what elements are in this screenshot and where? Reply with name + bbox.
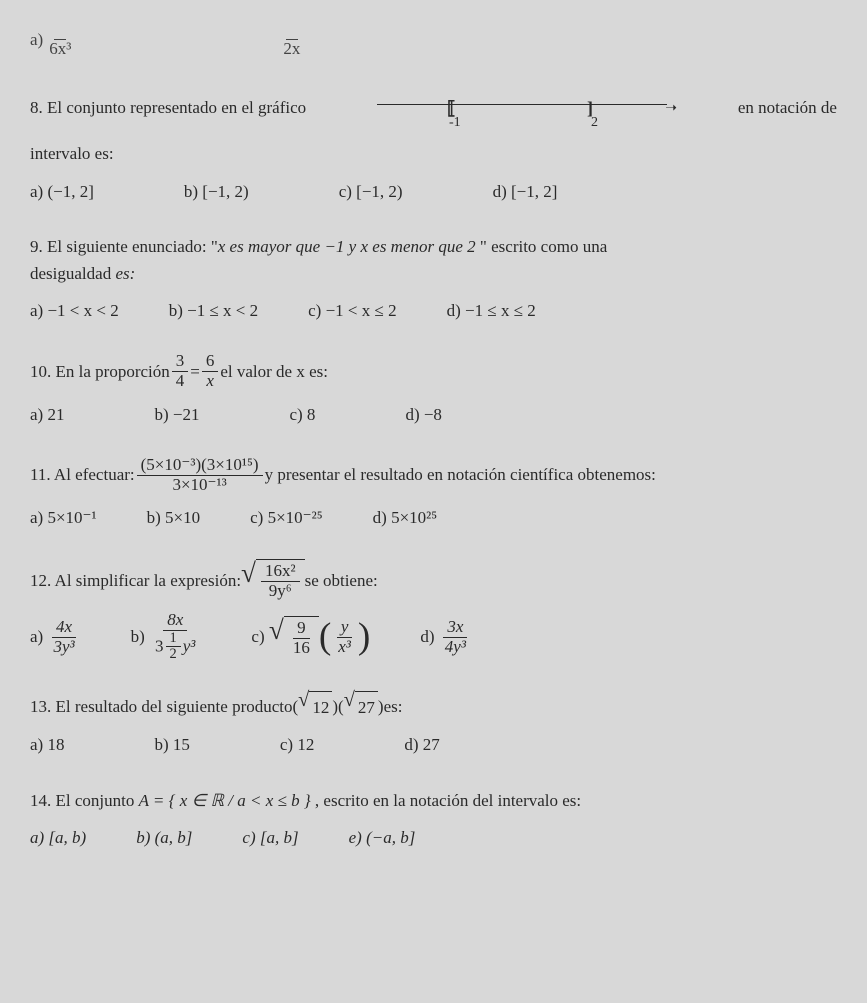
q13-opt-c: c) 12 <box>280 731 314 758</box>
frag-a: a) 6x³ <box>30 20 77 58</box>
q14-pre: 14. El conjunto <box>30 791 139 810</box>
question-9: 9. El siguiente enunciado: "x es mayor q… <box>30 233 837 287</box>
q8-text-b: en notación de <box>738 94 837 121</box>
q8-opt-c: c) [−1, 2) <box>339 178 403 205</box>
q12-opt-a: a) 4x 3y³ <box>30 611 81 663</box>
arrow-icon: ➝ <box>665 98 677 120</box>
q14-options: a) [a, b) b) (a, b] c) [a, b] e) (−a, b] <box>30 824 837 851</box>
q10-eq: = <box>190 358 200 385</box>
q11-post: y presentar el resultado en notación cie… <box>265 461 656 488</box>
q10-frac2: 6 x <box>202 352 219 390</box>
q10-opt-a: a) 21 <box>30 401 64 428</box>
q9-opt-d: d) −1 ≤ x ≤ 2 <box>447 297 536 324</box>
q14-opt-c: c) [a, b] <box>242 824 298 851</box>
q9-text-c: desigualdad <box>30 264 115 283</box>
frag-b: 2x <box>277 20 306 58</box>
q14-opt-a: a) [a, b) <box>30 824 86 851</box>
frag-b-den: 2x <box>279 40 304 59</box>
frag-a-den: 6x³ <box>45 40 75 59</box>
numline-label-right: 2 <box>591 112 598 134</box>
q14-post: , escrito en la notación del intervalo e… <box>311 791 582 810</box>
radical-icon: √ <box>298 692 309 722</box>
q10-opt-b: b) −21 <box>154 401 199 428</box>
q10-post: el valor de x es: <box>220 358 328 385</box>
q8-opt-b: b) [−1, 2) <box>184 178 249 205</box>
q12-opt-c: c) √ 9 16 y x³ <box>251 611 370 663</box>
q9-opt-b: b) −1 ≤ x < 2 <box>169 297 258 324</box>
q10-opt-d: d) −8 <box>405 401 442 428</box>
radical-icon: √ <box>269 620 284 661</box>
q9-em2: es: <box>115 264 135 283</box>
numline-label-left: -1 <box>449 112 461 134</box>
q13-opt-a: a) 18 <box>30 731 64 758</box>
q11-opt-d: d) 5×10²⁵ <box>373 504 438 531</box>
number-line: ➝ ⟦ -1 ] 2 <box>377 82 677 132</box>
q13-opt-d: d) 27 <box>404 731 439 758</box>
q8-text-c: intervalo es: <box>30 140 837 167</box>
question-10: 10. En la proporción 3 4 = 6 x el valor … <box>30 352 837 390</box>
q11-frac: (5×10⁻³)(3×10¹⁵) 3×10⁻¹³ <box>137 456 263 494</box>
q8-opt-a: a) (−1, 2] <box>30 178 94 205</box>
radical-icon: √ <box>241 563 256 604</box>
q8-text-a: 8. El conjunto representado en el gráfic… <box>30 94 306 121</box>
q13-opt-b: b) 15 <box>154 731 189 758</box>
frag-a-label: a) <box>30 26 43 53</box>
q13-pre: 13. El resultado del siguiente producto <box>30 693 293 720</box>
q11-options: a) 5×10⁻¹ b) 5×10 c) 5×10⁻²⁵ d) 5×10²⁵ <box>30 504 837 531</box>
question-14: 14. El conjunto A = { x ∈ ℝ / a < x ≤ b … <box>30 787 837 814</box>
q12-pre: 12. Al simplificar la expresión: <box>30 567 241 594</box>
q9-text-a: 9. El siguiente enunciado: " <box>30 237 218 256</box>
q11-pre: 11. Al efectuar: <box>30 461 135 488</box>
frag-a-frac: 6x³ <box>45 20 75 58</box>
q12-opt-d: d) 3x 4y³ <box>420 611 472 663</box>
q13-options: a) 18 b) 15 c) 12 d) 27 <box>30 731 837 758</box>
q9-opt-a: a) −1 < x < 2 <box>30 297 119 324</box>
question-13: 13. El resultado del siguiente producto … <box>30 691 837 721</box>
q14-opt-b: b) (a, b] <box>136 824 192 851</box>
q11-opt-b: b) 5×10 <box>147 504 201 531</box>
q12-opt-b: b) 8x 3 1 2 y³ <box>131 611 202 663</box>
q10-options: a) 21 b) −21 c) 8 d) −8 <box>30 401 837 428</box>
q9-opt-c: c) −1 < x ≤ 2 <box>308 297 396 324</box>
question-12: 12. Al simplificar la expresión: √ 16x² … <box>30 559 837 600</box>
q8-opt-d: d) [−1, 2] <box>493 178 558 205</box>
q9-em: x es mayor que −1 y x es menor que 2 <box>218 237 476 256</box>
q10-frac1: 3 4 <box>172 352 189 390</box>
q11-opt-a: a) 5×10⁻¹ <box>30 504 97 531</box>
q13-post: es: <box>384 693 403 720</box>
q9-options: a) −1 < x < 2 b) −1 ≤ x < 2 c) −1 < x ≤ … <box>30 297 837 324</box>
q10-pre: 10. En la proporción <box>30 358 170 385</box>
q14-opt-e: e) (−a, b] <box>349 824 416 851</box>
numline-axis <box>377 104 667 105</box>
q12-options: a) 4x 3y³ b) 8x 3 1 2 y³ c) √ 9 16 <box>30 611 837 663</box>
q10-opt-c: c) 8 <box>289 401 315 428</box>
page-top-fragments: a) 6x³ 2x <box>30 20 837 58</box>
question-8: 8. El conjunto representado en el gráfic… <box>30 82 837 167</box>
radical-icon: √ <box>344 692 355 722</box>
question-11: 11. Al efectuar: (5×10⁻³)(3×10¹⁵) 3×10⁻¹… <box>30 456 837 494</box>
q12-post: se obtiene: <box>305 567 378 594</box>
q11-opt-c: c) 5×10⁻²⁵ <box>250 504 323 531</box>
q8-options: a) (−1, 2] b) [−1, 2) c) [−1, 2) d) [−1,… <box>30 178 837 205</box>
q9-text-b: " escrito como una <box>476 237 608 256</box>
q12-sqrt: √ 16x² 9y⁶ <box>241 559 305 600</box>
q14-set: A = { x ∈ ℝ / a < x ≤ b } <box>139 791 311 810</box>
